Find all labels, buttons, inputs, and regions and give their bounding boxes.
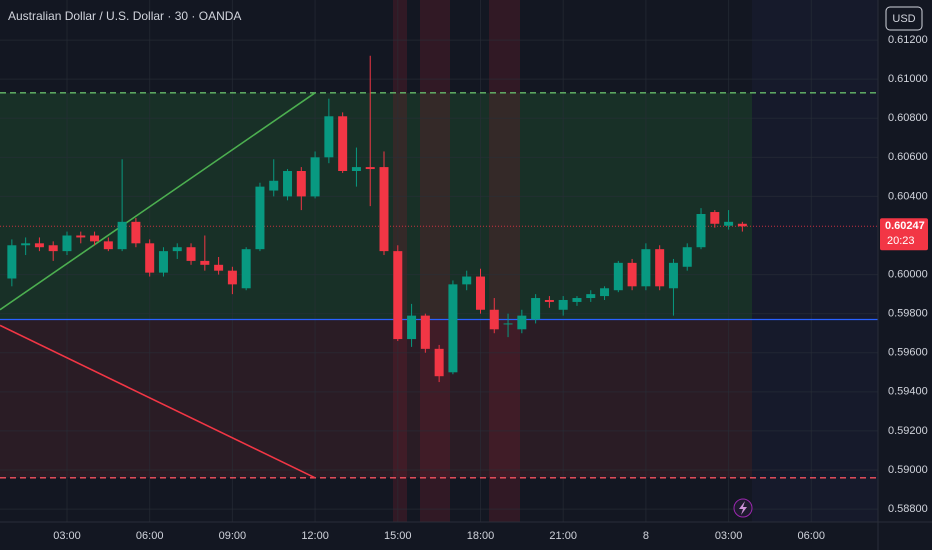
candle-body [172, 247, 182, 252]
trend-line [0, 92, 316, 311]
x-tick-label: 8 [643, 530, 649, 542]
candle-body [365, 167, 375, 170]
session-stripe [489, 0, 520, 522]
candle-body [351, 167, 361, 172]
drawings [0, 92, 878, 479]
candle-body [48, 245, 58, 252]
countdown-label: 20:23 [887, 235, 915, 247]
candle-body [407, 315, 417, 340]
candle-body [200, 260, 210, 265]
candle-body [489, 309, 499, 330]
candle-body [737, 223, 747, 227]
candle-body [724, 221, 734, 226]
price-axis-bg [878, 0, 932, 550]
y-tick-label: 0.59800 [888, 308, 928, 320]
x-tick-label: 06:00 [798, 530, 826, 542]
grid [0, 0, 878, 522]
candle-body [283, 171, 293, 197]
candle-body [62, 235, 72, 252]
y-tick-label: 0.61200 [888, 34, 928, 46]
price-label: 0.60247 [885, 220, 925, 232]
candle-body [7, 245, 17, 279]
candle-body [186, 247, 196, 261]
x-tick-label: 18:00 [467, 530, 495, 542]
x-tick-label: 21:00 [549, 530, 577, 542]
candle-body [241, 249, 251, 289]
candle-body [76, 235, 86, 238]
candle-body [682, 247, 692, 267]
price-label-box [880, 218, 928, 251]
candle-body [517, 315, 527, 330]
x-tick-label: 15:00 [384, 530, 412, 542]
candle-body [117, 221, 127, 250]
short-zone [0, 319, 752, 478]
session-stripe [420, 0, 450, 522]
candle-body [696, 213, 706, 248]
y-tick-label: 0.59200 [888, 425, 928, 437]
candle-body [90, 235, 100, 242]
time-axis-bg [0, 522, 932, 550]
y-tick-label: 0.59000 [888, 464, 928, 476]
candle-body [475, 276, 485, 310]
candle-body [310, 157, 320, 197]
y-tick-label: 0.60000 [888, 268, 928, 280]
candle-body [613, 262, 623, 291]
candle-body [572, 298, 582, 302]
candle-body [600, 288, 610, 297]
y-tick-label: 0.61000 [888, 73, 928, 85]
candle-body [103, 241, 113, 250]
chart-title: Australian Dollar / U.S. Dollar · 30 · O… [8, 9, 241, 23]
y-tick-label: 0.60400 [888, 190, 928, 202]
candle-body [586, 294, 596, 299]
candle-body [627, 262, 637, 287]
y-tick-label: 0.60600 [888, 151, 928, 163]
currency-label[interactable]: USD [892, 13, 915, 25]
y-tick-label: 0.59600 [888, 347, 928, 359]
candle-body [338, 116, 348, 172]
y-tick-label: 0.59400 [888, 386, 928, 398]
candle-body [710, 212, 720, 224]
candle-body [531, 298, 541, 320]
candle-body [668, 262, 678, 289]
candle-body [296, 171, 306, 197]
candle-body [145, 243, 155, 273]
y-tick-label: 0.58800 [888, 503, 928, 515]
x-tick-label: 06:00 [136, 530, 164, 542]
future-zone [752, 0, 878, 522]
x-tick-label: 12:00 [301, 530, 329, 542]
candle-body [420, 315, 430, 349]
candle-body [34, 243, 44, 248]
candle-body [131, 221, 141, 244]
x-tick-label: 09:00 [219, 530, 247, 542]
candle-body [655, 249, 665, 287]
candle-body [255, 186, 265, 250]
candle-body [503, 323, 513, 325]
candle-body [214, 264, 224, 271]
candle-body [158, 251, 168, 273]
candle-body [269, 180, 279, 191]
candles [7, 55, 747, 383]
x-tick-label: 03:00 [53, 530, 81, 542]
candle-body [448, 284, 458, 373]
y-tick-label: 0.60800 [888, 112, 928, 124]
candle-body [641, 249, 651, 287]
long-zone [0, 92, 752, 320]
lightning-glyph [739, 501, 747, 515]
candle-body [434, 348, 444, 377]
zones [0, 0, 878, 522]
x-tick-label: 03:00 [715, 530, 743, 542]
candle-body [462, 276, 472, 285]
candle-body [324, 116, 334, 158]
candle-body [558, 299, 568, 310]
currency-button[interactable] [885, 6, 923, 31]
candle-body [393, 251, 403, 340]
trend-line [0, 324, 316, 479]
candle-body [21, 243, 31, 246]
candle-body [227, 270, 237, 285]
candle-body [544, 299, 554, 302]
candle-body [379, 167, 389, 252]
